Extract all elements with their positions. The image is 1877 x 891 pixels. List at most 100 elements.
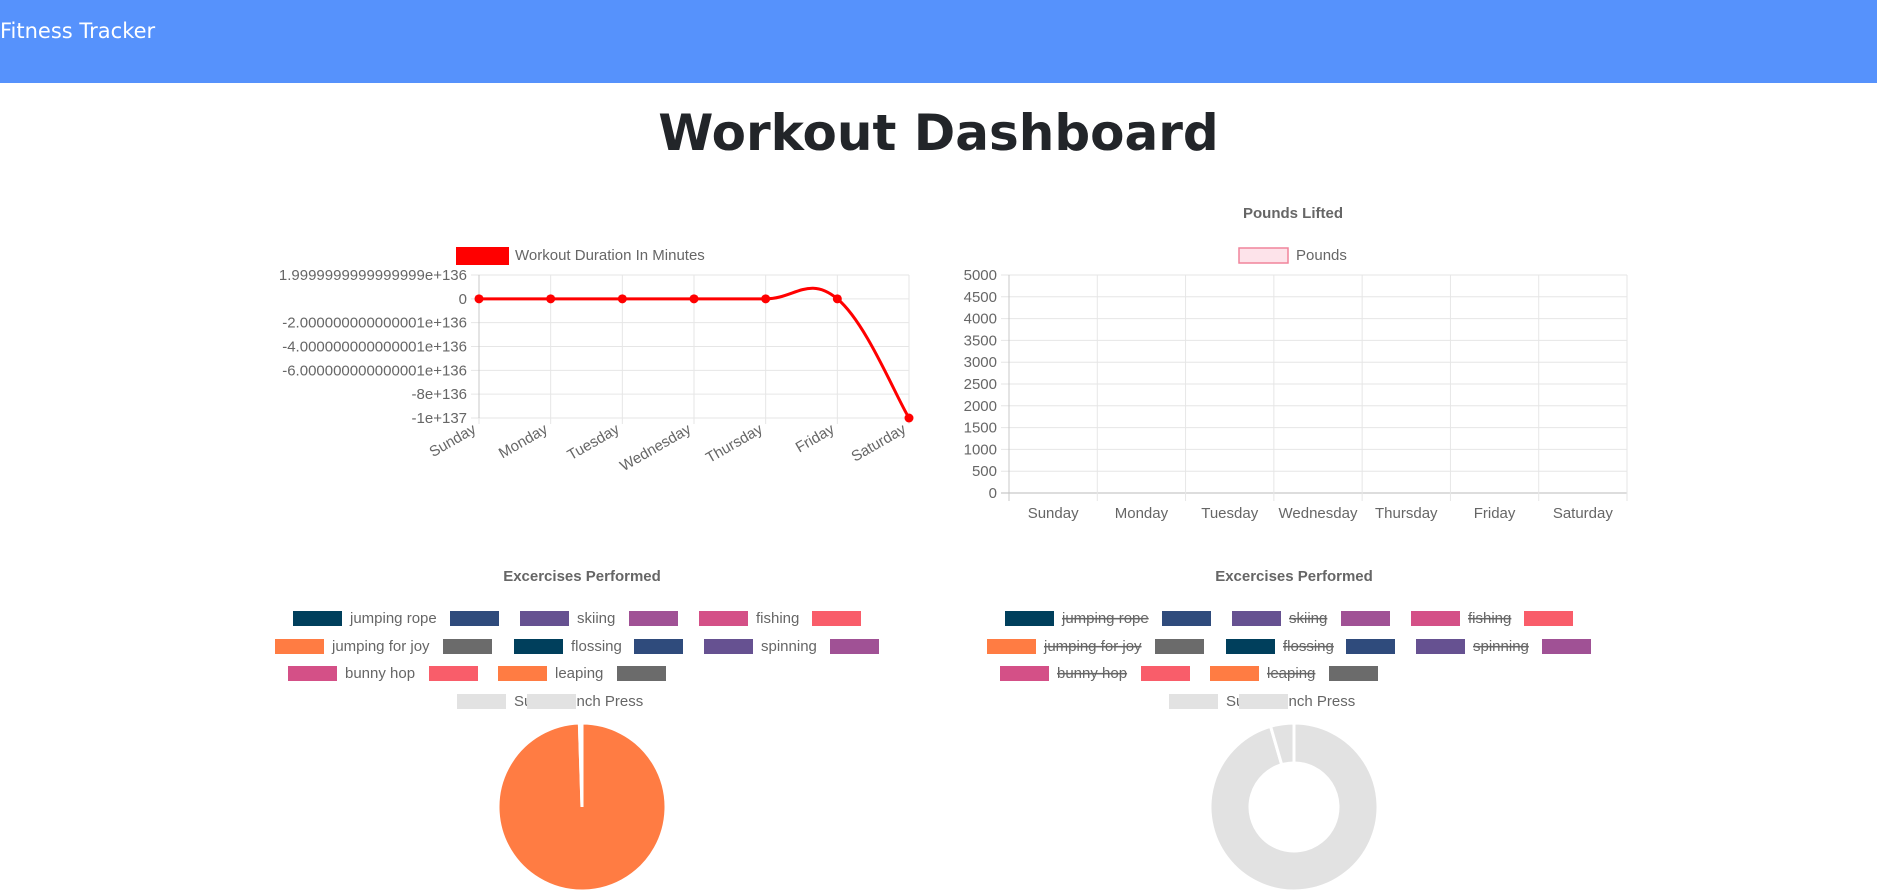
y-tick-label: -2.000000000000001e+136 [282,315,467,332]
legend-swatch [629,611,678,626]
legend-label: bunny hop [345,665,415,682]
legend-swatch [520,611,569,626]
y-tick-label: 4000 [964,311,997,328]
y-tick-label: 5000 [964,267,997,284]
legend-swatch [1169,694,1218,709]
legend-swatch [1341,611,1390,626]
legend-swatch [812,611,861,626]
legend-label: leaping [555,665,603,682]
legend-swatch [457,694,506,709]
legend-swatch [1226,639,1275,654]
legend-swatch [498,666,547,681]
legend-swatch [704,639,753,654]
y-tick-label: 3500 [964,332,997,349]
legend-swatch [1232,611,1281,626]
data-point [832,294,842,304]
y-tick-label: 2500 [964,376,997,393]
legend-swatch [1141,666,1190,681]
y-tick-label: 0 [989,485,997,502]
legend-swatch [527,694,576,709]
data-point [546,294,556,304]
y-tick-label: 500 [972,463,997,480]
legend-swatch [1416,639,1465,654]
page-title: Workout Dashboard [658,104,1219,162]
data-point [617,294,627,304]
legend-swatch [1524,611,1573,626]
y-tick-label: 4500 [964,289,997,306]
legend-swatch [1238,247,1289,264]
pie-slice [1268,721,1296,767]
legend-swatch [288,666,337,681]
x-tick-label: Monday [1115,505,1169,522]
legend-swatch [1542,639,1591,654]
legend-label: jumping for joy [1043,638,1142,655]
legend-label: bunny hop [1057,665,1127,682]
legend-swatch [456,247,509,265]
legend-label: Workout Duration In Minutes [515,247,705,264]
y-tick-label: -8e+136 [412,386,467,403]
legend-swatch [1162,611,1211,626]
legend-label: Pounds [1296,247,1347,264]
legend-label: flossing [1283,638,1334,655]
legend-swatch [1239,694,1288,709]
x-tick-label: Tuesday [1201,505,1258,522]
data-point [689,294,699,304]
legend-label: fishing [1468,610,1511,627]
y-tick-label: -1e+137 [412,410,467,427]
legend-swatch [1329,666,1378,681]
data-point [474,294,484,304]
x-tick-label: Wednesday [1279,505,1358,522]
y-tick-label: 1000 [964,441,997,458]
legend-swatch [1210,666,1259,681]
legend-swatch [987,639,1036,654]
y-tick-label: 3000 [964,354,997,371]
legend-swatch [617,666,666,681]
y-tick-label: -4.000000000000001e+136 [282,339,467,356]
x-tick-label: Saturday [1553,505,1614,522]
brand-link[interactable]: Fitness Tracker [0,19,156,43]
chart-title: Pounds Lifted [1243,205,1343,222]
legend-swatch [293,611,342,626]
legend-swatch [1155,639,1204,654]
legend-swatch [275,639,324,654]
x-tick-label: Sunday [1028,505,1079,522]
legend-label: skiing [1289,610,1327,627]
legend-label: skiing [577,610,615,627]
y-tick-label: 0 [459,291,467,308]
legend-label: flossing [571,638,622,655]
pie-slice [577,721,584,808]
navbar: Fitness Tracker [0,0,1877,83]
legend-swatch [1346,639,1395,654]
y-tick-label: 1.9999999999999999e+136 [279,267,467,284]
legend-swatch [429,666,478,681]
legend-label: spinning [1473,638,1529,655]
y-tick-label: -6.000000000000001e+136 [282,362,467,379]
legend-swatch [1411,611,1460,626]
legend-label: fishing [756,610,799,627]
legend-swatch [450,611,499,626]
legend-swatch [514,639,563,654]
legend-swatch [699,611,748,626]
chart-title: Excercises Performed [1215,568,1373,585]
legend-label: jumping for joy [331,638,430,655]
legend-swatch [1005,611,1054,626]
chart-title: Excercises Performed [503,568,661,585]
y-tick-label: 2000 [964,398,997,415]
legend-label: jumping rope [349,610,437,627]
x-tick-label: Thursday [1375,505,1438,522]
legend-swatch [443,639,492,654]
x-tick-label: Friday [1474,505,1516,522]
data-point [904,413,914,423]
legend-label: spinning [761,638,817,655]
y-tick-label: 1500 [964,420,997,437]
data-point [761,294,771,304]
pie-slice [1208,721,1380,891]
legend-label: leaping [1267,665,1315,682]
legend-swatch [634,639,683,654]
legend-label: jumping rope [1061,610,1149,627]
legend-swatch [830,639,879,654]
